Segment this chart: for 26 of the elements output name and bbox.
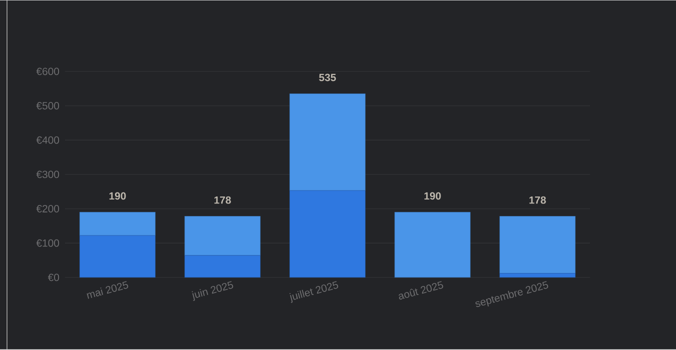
bar xyxy=(500,216,576,274)
bar xyxy=(290,190,366,278)
x-tick-label: août 2025 xyxy=(398,281,444,300)
total-label: 190 xyxy=(109,192,126,200)
y-tick-label: €400 xyxy=(36,136,60,144)
bar xyxy=(184,255,260,278)
x-tick-label: juillet 2025 xyxy=(289,281,338,304)
y-tick-label: €0 xyxy=(48,274,60,282)
bar xyxy=(500,273,576,278)
bar xyxy=(80,235,156,278)
total-label: 535 xyxy=(319,74,336,82)
bar xyxy=(290,94,366,191)
y-tick-label: €500 xyxy=(36,102,60,110)
y-tick-label: €100 xyxy=(36,239,60,247)
x-tick-label: septembre 2025 xyxy=(475,281,548,308)
x-tick-label: mai 2025 xyxy=(86,281,128,299)
x-tick-label: juin 2025 xyxy=(192,281,234,302)
total-label: 178 xyxy=(529,196,546,204)
bar xyxy=(394,212,470,278)
y-tick-label: €600 xyxy=(36,68,60,76)
y-tick-label: €300 xyxy=(36,170,60,178)
bar xyxy=(80,212,156,236)
bar xyxy=(184,216,260,256)
total-label: 178 xyxy=(214,196,231,204)
total-label: 190 xyxy=(424,192,441,200)
y-tick-label: €200 xyxy=(36,205,60,213)
